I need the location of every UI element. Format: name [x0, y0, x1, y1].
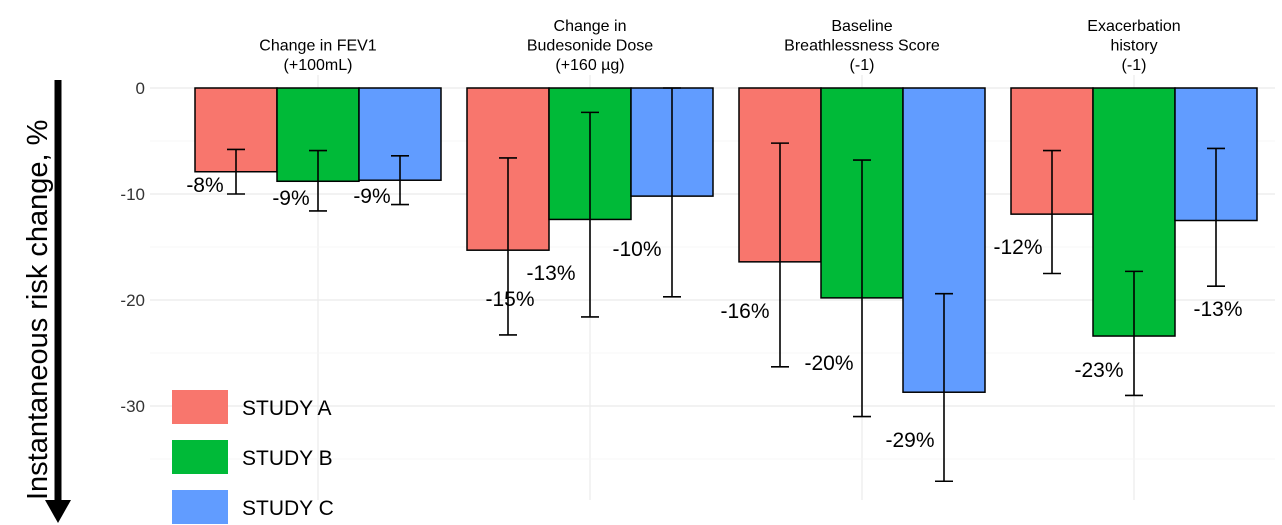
- data-label: -10%: [612, 238, 661, 261]
- category-labels: Change in FEV1 (+100mL) Change in Budesonid…: [259, 18, 1180, 74]
- y-axis-arrow-head: [45, 500, 71, 523]
- legend-label: STUDY B: [242, 447, 333, 470]
- data-label: -23%: [1074, 359, 1123, 382]
- y-tick-label: -20: [120, 291, 145, 310]
- legend-swatch: [172, 440, 228, 474]
- y-tick-label: 0: [136, 79, 145, 98]
- data-label: -13%: [526, 262, 575, 285]
- y-axis-label: Instantaneous risk change, %: [22, 120, 54, 500]
- category-label: Breathlessness Score: [784, 38, 940, 55]
- bars: [194, 87, 1258, 393]
- data-label: -9%: [353, 185, 390, 208]
- data-label: -29%: [885, 429, 934, 452]
- category-label: history: [1110, 38, 1157, 55]
- data-label: -20%: [804, 352, 853, 375]
- legend-label: STUDY A: [242, 397, 331, 420]
- y-axis-ticks: 0 -10 -20 -30: [120, 79, 145, 416]
- data-label: -13%: [1193, 298, 1242, 321]
- y-axis: Instantaneous risk change, %: [22, 80, 71, 523]
- legend-label: STUDY C: [242, 497, 334, 520]
- category-label: (+160 µg): [555, 57, 624, 74]
- data-label: -9%: [272, 187, 309, 210]
- category-label: Exacerbation: [1087, 18, 1180, 35]
- category-label: Change in FEV1: [259, 38, 377, 55]
- data-label: -8%: [186, 174, 223, 197]
- category-label: Baseline: [831, 18, 892, 35]
- data-label: -12%: [993, 236, 1042, 259]
- y-tick-label: -30: [120, 397, 145, 416]
- category-label: Budesonide Dose: [527, 38, 653, 55]
- category-label: (-1): [850, 57, 875, 74]
- legend: STUDY A STUDY B STUDY C: [172, 390, 334, 524]
- data-label: -16%: [720, 300, 769, 323]
- data-label: -15%: [485, 288, 534, 311]
- category-label: (-1): [1122, 57, 1147, 74]
- legend-swatch: [172, 390, 228, 424]
- legend-swatch: [172, 490, 228, 524]
- y-tick-label: -10: [120, 185, 145, 204]
- category-label: Change in: [554, 18, 627, 35]
- error-bars: [227, 87, 1225, 483]
- category-label: (+100mL): [284, 57, 353, 74]
- data-labels: -8% -15% -16% -12% -9% -13% -20% -23% -9% -10% -29…: [186, 174, 1242, 452]
